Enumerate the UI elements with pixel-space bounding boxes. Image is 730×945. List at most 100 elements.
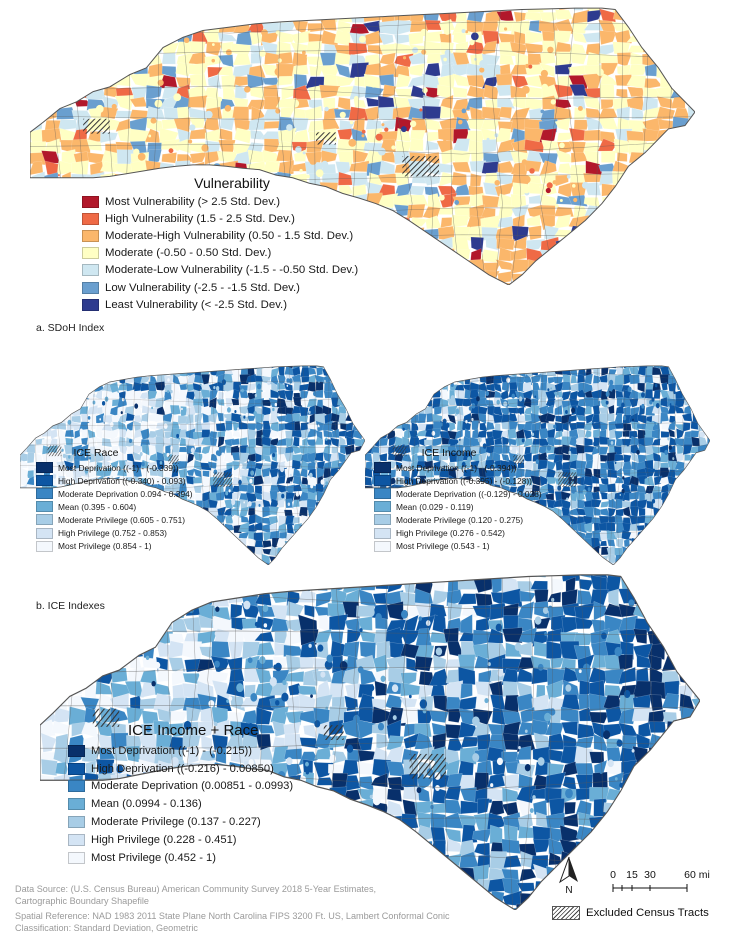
- urban-tract: [134, 403, 139, 409]
- census-tract: [322, 537, 333, 547]
- census-tract: [439, 367, 450, 377]
- ice-income-legend-title: ICE Income: [421, 447, 477, 459]
- census-tract: [575, 404, 586, 417]
- census-tract: [388, 373, 395, 386]
- census-tract: [305, 8, 324, 10]
- census-tract: [678, 655, 693, 673]
- census-tract: [324, 523, 332, 533]
- census-tract: [156, 406, 166, 416]
- census-tract: [188, 62, 210, 77]
- census-tract: [479, 365, 488, 377]
- census-tract: [30, 214, 47, 230]
- census-tract: [365, 408, 375, 415]
- urban-tract: [168, 148, 174, 154]
- census-tract: [142, 467, 150, 478]
- urban-tract: [573, 197, 578, 203]
- census-tract: [144, 629, 159, 645]
- census-tract: [677, 575, 696, 593]
- census-tract: [394, 239, 414, 253]
- urban-tract: [104, 27, 112, 35]
- urban-tract: [244, 85, 251, 93]
- census-tract: [685, 19, 695, 34]
- census-tract: [109, 428, 120, 441]
- census-tract: [260, 8, 283, 14]
- census-tract: [234, 127, 252, 144]
- census-tract: [354, 373, 362, 385]
- race-legend-swatch: [36, 514, 53, 526]
- census-tract: [292, 366, 301, 377]
- census-tract: [330, 467, 341, 477]
- census-tract: [337, 405, 347, 416]
- census-tract: [41, 207, 58, 218]
- urban-tract: [622, 476, 625, 480]
- urban-tract: [513, 465, 516, 469]
- county-boundary: [593, 365, 600, 565]
- census-tract: [314, 521, 325, 532]
- census-tract: [321, 499, 333, 511]
- urban-tract: [70, 388, 74, 393]
- urban-tract: [353, 95, 359, 101]
- census-tract: [653, 389, 661, 399]
- census-tract: [675, 483, 686, 495]
- census-tract: [337, 365, 348, 368]
- census-tract: [44, 160, 61, 177]
- urban-tract: [286, 378, 290, 383]
- census-tract: [661, 577, 683, 595]
- census-tract: [366, 548, 375, 557]
- census-tract: [353, 381, 362, 393]
- census-tract: [432, 381, 442, 392]
- census-tract: [94, 365, 106, 370]
- census-tract: [683, 467, 693, 479]
- urban-tract: [161, 441, 165, 447]
- census-tract: [690, 365, 699, 370]
- census-tract: [109, 553, 119, 564]
- census-tract: [563, 555, 572, 563]
- census-tract: [50, 429, 58, 440]
- census-tract: [393, 272, 411, 283]
- urban-tract: [515, 186, 522, 193]
- census-tract: [276, 453, 287, 464]
- census-tract: [144, 51, 163, 66]
- census-tract: [690, 522, 699, 534]
- census-tract: [231, 9, 252, 22]
- census-tract: [352, 453, 363, 463]
- census-tract: [523, 460, 534, 471]
- urban-tract: [402, 427, 405, 431]
- census-tract: [331, 491, 340, 502]
- census-tract: [20, 561, 29, 565]
- census-tract: [545, 493, 555, 501]
- census-tract: [109, 604, 131, 619]
- urban-tract: [572, 184, 576, 188]
- census-tract: [585, 413, 595, 425]
- census-tract: [417, 366, 427, 378]
- census-tract: [573, 119, 590, 131]
- census-tract: [386, 381, 396, 393]
- census-tract: [659, 545, 671, 557]
- census-tract: [545, 679, 564, 700]
- sdoh-legend-label: Least Vulnerability (< -2.5 Std. Dev.): [105, 298, 288, 311]
- census-tract: [354, 390, 362, 400]
- census-tract: [394, 553, 404, 565]
- census-tract: [26, 483, 37, 494]
- census-tract: [170, 711, 188, 722]
- urban-tract: [521, 438, 525, 443]
- census-tract: [643, 8, 658, 20]
- census-tract: [667, 523, 678, 534]
- urban-tract: [580, 389, 584, 395]
- census-tract: [685, 226, 695, 240]
- census-tract: [670, 44, 689, 58]
- census-tract: [612, 280, 634, 285]
- census-tract: [99, 8, 121, 13]
- urban-tract: [443, 27, 451, 35]
- census-tract: [601, 150, 616, 163]
- race-map-svg: [20, 365, 365, 565]
- census-tract: [675, 588, 697, 605]
- census-tract: [49, 414, 59, 424]
- census-tract: [667, 514, 677, 526]
- census-tract: [58, 268, 77, 284]
- census-tract: [365, 493, 374, 503]
- census-tract: [345, 421, 354, 432]
- urban-tract: [461, 28, 466, 34]
- census-tract: [695, 628, 700, 648]
